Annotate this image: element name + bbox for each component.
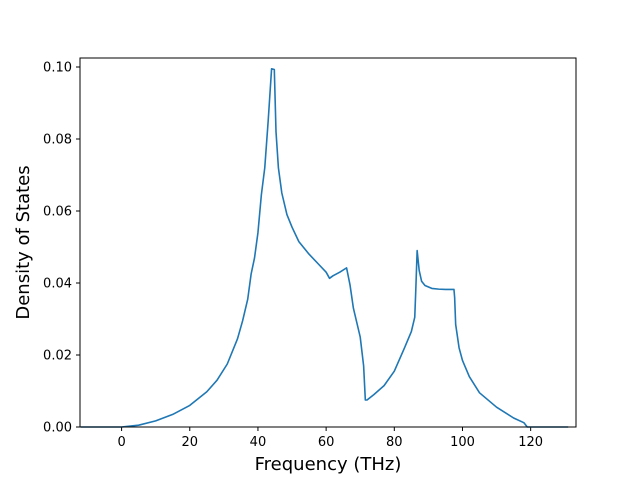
y-tick-label: 0.00 xyxy=(43,421,72,436)
y-axis-ticks: 0.00 0.02 0.04 0.06 0.08 0.10 xyxy=(43,61,80,436)
y-tick-label: 0.02 xyxy=(43,349,72,364)
x-tick-label: 0 xyxy=(117,435,125,450)
x-tick-label: 80 xyxy=(386,435,403,450)
dos-series-line xyxy=(80,68,569,428)
y-tick-label: 0.04 xyxy=(43,277,72,292)
y-tick-label: 0.06 xyxy=(43,205,72,220)
x-tick-label: 60 xyxy=(318,435,335,450)
x-tick-label: 20 xyxy=(181,435,198,450)
x-tick-label: 100 xyxy=(450,435,475,450)
x-tick-label: 120 xyxy=(518,435,543,450)
x-tick-label: 40 xyxy=(250,435,267,450)
y-tick-label: 0.08 xyxy=(43,133,72,148)
y-axis-label: Density of States xyxy=(13,165,34,319)
x-axis-ticks: 0 20 40 60 80 100 120 xyxy=(117,427,543,450)
plot-series xyxy=(80,68,569,428)
x-axis-label: Frequency (THz) xyxy=(255,454,402,475)
y-tick-label: 0.10 xyxy=(43,61,72,76)
axes-frame xyxy=(79,57,577,428)
